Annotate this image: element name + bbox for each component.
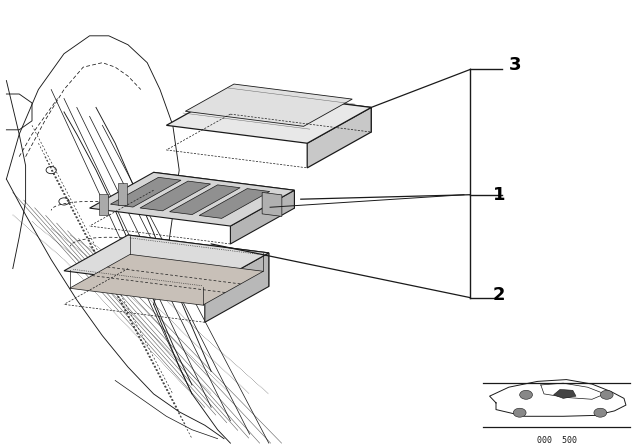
Polygon shape (64, 235, 269, 289)
Circle shape (594, 408, 607, 417)
Polygon shape (199, 189, 269, 218)
Polygon shape (230, 190, 294, 244)
Circle shape (513, 408, 526, 417)
Polygon shape (230, 90, 371, 132)
Polygon shape (118, 183, 127, 205)
Polygon shape (154, 172, 294, 208)
Circle shape (600, 390, 613, 399)
Polygon shape (170, 185, 240, 215)
Polygon shape (70, 254, 263, 305)
Polygon shape (262, 192, 282, 216)
Polygon shape (90, 172, 294, 226)
Polygon shape (554, 389, 576, 398)
Polygon shape (99, 194, 108, 215)
Polygon shape (128, 235, 269, 286)
Polygon shape (205, 253, 269, 322)
Text: 3: 3 (509, 56, 522, 74)
Text: 2: 2 (493, 286, 506, 305)
Polygon shape (166, 90, 371, 143)
Circle shape (520, 390, 532, 399)
Text: 000  500: 000 500 (537, 436, 577, 445)
Text: 1: 1 (493, 186, 506, 204)
Polygon shape (307, 108, 371, 168)
Polygon shape (140, 181, 211, 211)
Polygon shape (111, 177, 181, 207)
Polygon shape (186, 84, 352, 126)
